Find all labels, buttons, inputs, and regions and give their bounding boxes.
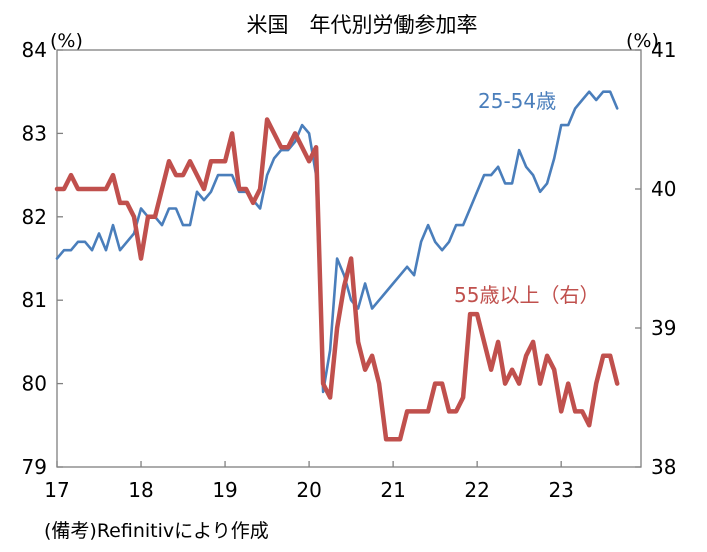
chart-title: 米国 年代別労働参加率	[247, 13, 478, 37]
x-tick-label: 18	[128, 478, 153, 502]
series-label-55-plus: 55歳以上（右）	[454, 283, 599, 307]
right-tick-label: 38	[651, 455, 676, 479]
x-tick-label: 17	[44, 478, 69, 502]
right-tick-label: 39	[651, 316, 676, 340]
x-tick-label: 21	[380, 478, 405, 502]
left-tick-label: 79	[22, 455, 47, 479]
right-tick-label: 41	[651, 38, 676, 62]
x-tick-label: 23	[548, 478, 573, 502]
left-tick-label: 83	[22, 121, 47, 145]
left-tick-label: 84	[22, 38, 47, 62]
left-tick-label: 80	[22, 372, 47, 396]
x-tick-label: 19	[212, 478, 237, 502]
source-note: (備考)Refinitivにより作成	[44, 520, 269, 542]
left-axis-unit: (%)	[50, 30, 83, 52]
x-tick-label: 20	[296, 478, 321, 502]
series-line-55-plus	[54, 117, 620, 442]
x-tick-label: 22	[464, 478, 489, 502]
right-tick-label: 40	[651, 177, 676, 201]
series-layer	[54, 90, 620, 442]
right-axis-unit: (%)	[626, 30, 659, 52]
axes: 84 83 82 81 80 79 41 40 39 38 17 18 19 20 21 22 23	[22, 38, 677, 502]
left-tick-label: 82	[22, 205, 47, 229]
series-label-25-54: 25-54歳	[478, 89, 556, 113]
left-tick-label: 81	[22, 288, 47, 312]
